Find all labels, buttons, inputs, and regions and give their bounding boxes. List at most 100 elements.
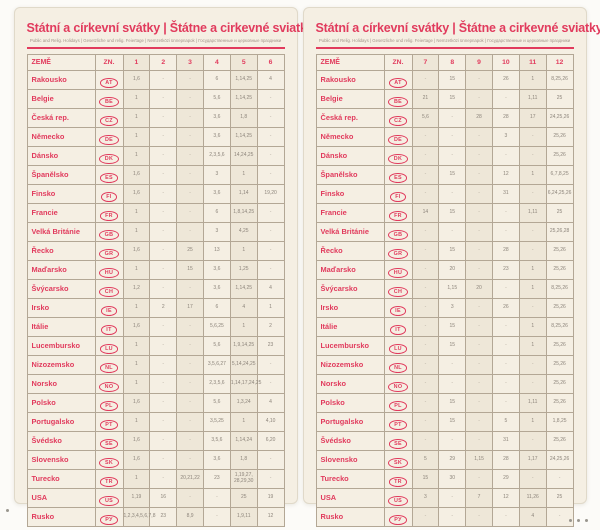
- country-code-cell: DE: [383, 126, 413, 147]
- country-code-cell: AT: [383, 69, 413, 90]
- holiday-cell: -: [518, 297, 547, 318]
- table-row: Dánsko DK - - - - -25,26: [315, 145, 574, 166]
- country-code-badge: PT: [99, 420, 119, 431]
- page-title: Státní a církevní svátky | Štátne a cirk…: [315, 21, 600, 35]
- country-code-badge: AT: [388, 78, 408, 89]
- holiday-cell: 25: [545, 202, 574, 223]
- holiday-cell: 24,25,26: [545, 449, 574, 470]
- country-code-cell: LU: [383, 335, 413, 356]
- holiday-cell: 1,11: [518, 202, 547, 223]
- holiday-cell: 15: [438, 335, 467, 356]
- holiday-cell: 28: [465, 107, 493, 128]
- holiday-cell: 3: [491, 126, 520, 147]
- holiday-cell: -: [465, 69, 493, 90]
- country-name: Švédsko: [26, 430, 96, 451]
- holiday-cell: 6: [202, 297, 231, 318]
- country-code-cell: US: [94, 487, 124, 508]
- holiday-cell: -: [149, 278, 178, 299]
- country-code-badge: BE: [99, 97, 119, 108]
- holiday-cell: 1,6: [122, 240, 151, 261]
- column-header-month-11: 11: [518, 53, 547, 71]
- holiday-cell: -: [438, 145, 467, 166]
- holiday-cell: 17: [518, 107, 547, 128]
- country-code-badge: DK: [99, 154, 119, 165]
- holiday-cell: -: [176, 145, 204, 166]
- country-name: Rusko: [315, 506, 385, 527]
- holiday-cell: 5,6: [202, 335, 231, 356]
- holiday-cell: 1: [518, 164, 547, 185]
- holiday-cell: 3,5,25: [202, 411, 231, 432]
- holiday-cell: -: [438, 126, 467, 147]
- table-row: Norsko NO 1- -2,3,5,6 1,14,17,24,25-: [26, 373, 285, 394]
- table-row: Velká Británie GB 1- -3 4,25-: [26, 221, 285, 242]
- country-code-cell: РУ: [383, 506, 413, 527]
- country-code-cell: DK: [383, 145, 413, 166]
- holiday-cell: 1,14: [229, 183, 258, 204]
- country-code-cell: NL: [383, 354, 413, 375]
- country-code-cell: GB: [383, 221, 413, 242]
- holiday-cell: -: [411, 259, 440, 280]
- holiday-cell: -: [411, 69, 440, 90]
- holiday-cell: 1: [518, 411, 547, 432]
- table-row: Finsko FI 1,6- -3,6 1,14 19,20: [26, 183, 285, 204]
- holidays-table-months-1-6: ZEMĚ ZN. 1 2 3 4 5 6 Rakousko AT 1,6- -6 1,14,25 4 Bel…: [26, 53, 285, 527]
- holiday-cell: 25,26: [545, 259, 574, 280]
- table-row: Švédsko SE - - -31-25,26: [315, 430, 574, 451]
- holiday-cell: 2,3,5,6: [202, 373, 231, 394]
- holiday-cell: 3,6: [202, 183, 231, 204]
- holiday-cell: -: [518, 240, 547, 261]
- holiday-cell: 3,6: [202, 278, 231, 299]
- holiday-cell: -: [256, 354, 285, 375]
- country-name: Lucembursko: [315, 335, 385, 356]
- table-row: Slovensko SK 1,6- -3,6 1,8-: [26, 449, 285, 470]
- table-row: Rakousko AT -15-26 1 8,25,26: [315, 69, 574, 90]
- country-code-cell: FR: [94, 202, 124, 223]
- holiday-cell: 25,26: [545, 126, 574, 147]
- country-code-badge: DE: [99, 135, 119, 146]
- holiday-cell: -: [149, 164, 178, 185]
- table-row: Švédsko SE 1,6- -3,5,6 1,14,24 6,20: [26, 430, 285, 451]
- holiday-cell: 13: [202, 240, 231, 261]
- holiday-cell: -: [176, 411, 204, 432]
- holiday-cell: 25: [229, 487, 258, 508]
- holiday-cell: 23: [491, 259, 520, 280]
- holiday-cell: -: [411, 297, 440, 318]
- holiday-cell: -: [465, 411, 493, 432]
- country-name: Velká Británie: [315, 221, 385, 242]
- holiday-cell: 25,26: [545, 392, 574, 413]
- country-code-badge: GB: [388, 230, 408, 241]
- holiday-cell: -: [176, 107, 204, 128]
- holiday-cell: -: [176, 316, 204, 337]
- holiday-cell: 1,6: [122, 183, 151, 204]
- country-name: Polsko: [315, 392, 385, 413]
- holiday-cell: -: [518, 468, 547, 489]
- table-row: Rusko РУ - - - -4-: [315, 506, 574, 527]
- holiday-cell: -: [438, 183, 467, 204]
- country-code-cell: FR: [383, 202, 413, 223]
- holiday-cell: -: [491, 354, 520, 375]
- holiday-cell: 6,20: [256, 430, 285, 451]
- table-row: Česká rep. CZ 5,6-28 28 17 24,25,26: [315, 107, 574, 128]
- country-name: Španělsko: [315, 164, 385, 185]
- country-code-cell: GB: [94, 221, 124, 242]
- table-row: Itálie IT 1,6- -5,6,25 1 2: [26, 316, 285, 337]
- holiday-cell: 1: [122, 335, 151, 356]
- holiday-cell: 7: [465, 487, 493, 508]
- holiday-cell: 2: [256, 316, 285, 337]
- holidays-table-months-7-12: ZEMĚ ZN. 7 8 9 10 11 12 Rakousko AT -15-26 1 8,25,26…: [315, 53, 574, 527]
- table-row: Maďarsko HU 1-15 3,6 1,25-: [26, 259, 285, 280]
- holiday-cell: -: [149, 69, 178, 90]
- country-name: Česká rep.: [315, 107, 385, 128]
- country-code-cell: РУ: [94, 506, 124, 527]
- holiday-cell: 4: [256, 278, 285, 299]
- country-code-badge: CZ: [99, 116, 119, 127]
- holiday-cell: 1,14,17,24,25: [229, 373, 261, 394]
- table-header-row: ZEMĚ ZN. 1 2 3 4 5 6: [26, 53, 285, 71]
- country-code-cell: AT: [94, 69, 124, 90]
- perforation-dots: [569, 519, 588, 522]
- country-name: Lucembursko: [26, 335, 96, 356]
- country-code-cell: ES: [383, 164, 413, 185]
- holiday-cell: 25,26,28: [545, 221, 574, 242]
- column-header-month-6: 6: [256, 53, 285, 71]
- holiday-cell: -: [465, 468, 493, 489]
